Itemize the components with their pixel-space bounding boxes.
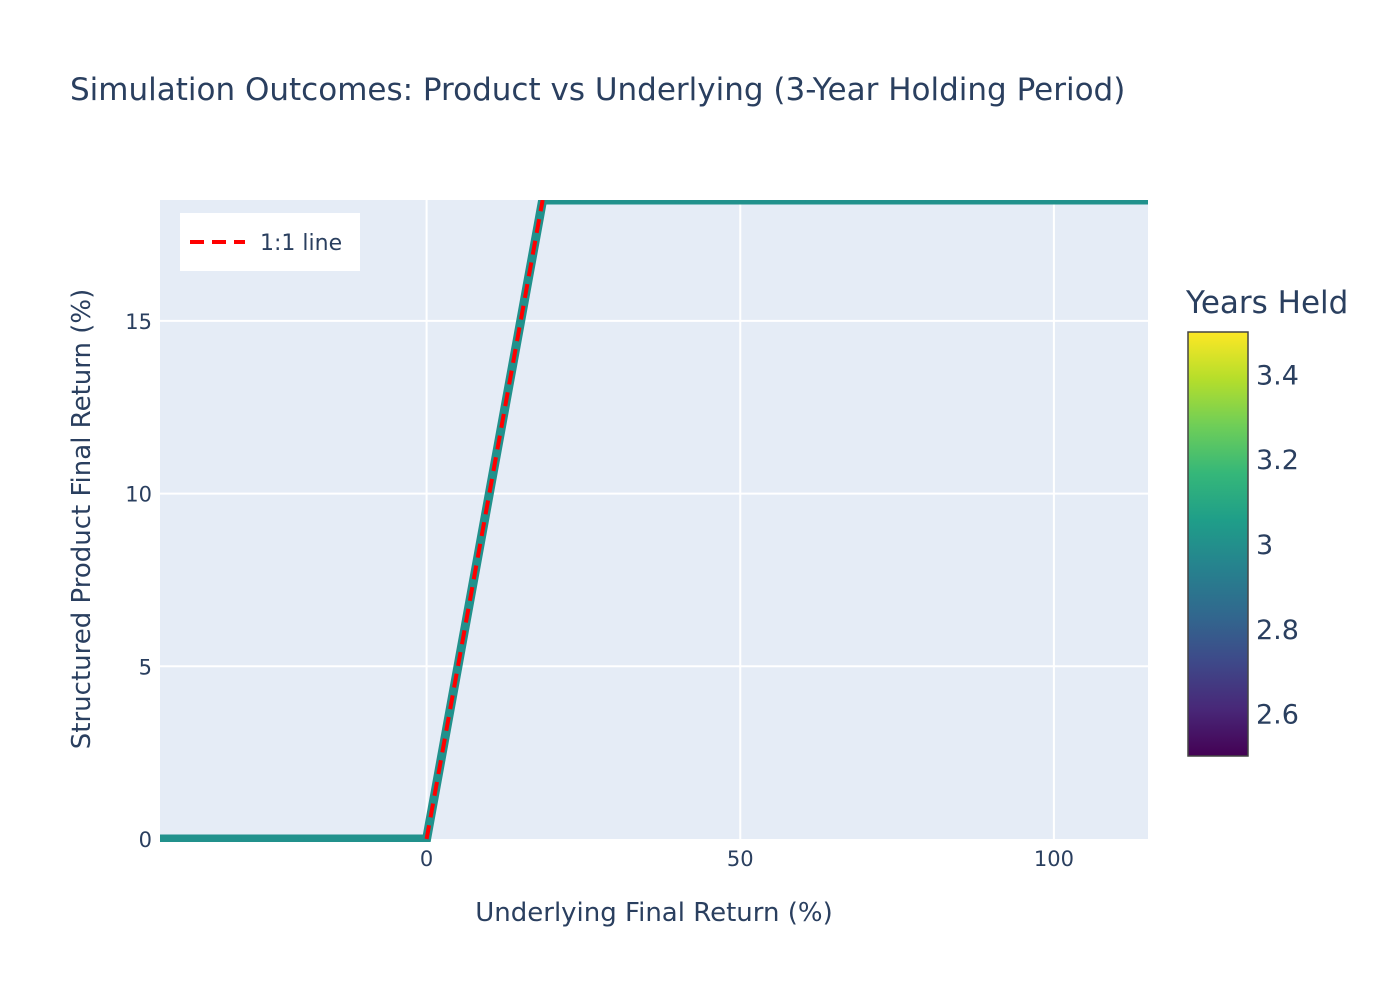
y-tick-label: 10 — [125, 483, 152, 507]
colorbar-tick-label: 2.6 — [1256, 700, 1299, 731]
simulation-point — [580, 200, 587, 203]
x-tick-label: 50 — [727, 847, 754, 871]
colorbar-title: Years Held — [1185, 285, 1348, 321]
x-tick-labels: 0 50 100 — [420, 847, 1074, 871]
simulation-point — [392, 836, 399, 842]
colorbar-tick-label: 3 — [1256, 530, 1273, 561]
simulation-point — [235, 836, 242, 842]
simulation-point — [925, 200, 932, 203]
x-axis-title: Underlying Final Return (%) — [475, 898, 833, 928]
simulation-point — [536, 214, 543, 221]
colorbar-tick-label: 3.2 — [1256, 445, 1299, 476]
simulation-point — [1050, 200, 1057, 203]
legend-label-1-1-line: 1:1 line — [260, 231, 342, 256]
y-axis-title: Structured Product Final Return (%) — [67, 289, 97, 749]
gridlines — [160, 200, 1148, 839]
simulation-point — [298, 836, 305, 842]
simulation-point — [360, 836, 367, 842]
y-tick-label: 0 — [139, 828, 152, 852]
one-to-one-line — [424, 200, 545, 840]
chart-title: Simulation Outcomes: Product vs Underlyi… — [70, 72, 1125, 108]
plot-background — [160, 200, 1148, 839]
y-tick-label: 5 — [139, 655, 152, 679]
y-tick-labels: 0 5 10 15 — [125, 310, 152, 852]
x-tick-label: 0 — [420, 847, 433, 871]
legend[interactable]: 1:1 line — [180, 213, 360, 271]
colorbar-gradient — [1187, 331, 1249, 757]
plot-traces — [160, 200, 1148, 842]
simulation-point — [1145, 200, 1148, 203]
simulation-point — [160, 836, 163, 842]
x-tick-label: 100 — [1034, 847, 1074, 871]
simulation-point — [799, 200, 806, 203]
colorbar-tick-label: 2.8 — [1256, 615, 1299, 646]
colorbar: Years Held 2.6 2.8 3 3.2 3.4 — [1185, 285, 1348, 757]
simulation-point — [674, 200, 681, 203]
y-tick-label: 15 — [125, 310, 152, 334]
colorbar-tick-label: 3.4 — [1256, 360, 1299, 391]
legend-box — [180, 213, 360, 271]
simulation-point — [473, 559, 480, 566]
